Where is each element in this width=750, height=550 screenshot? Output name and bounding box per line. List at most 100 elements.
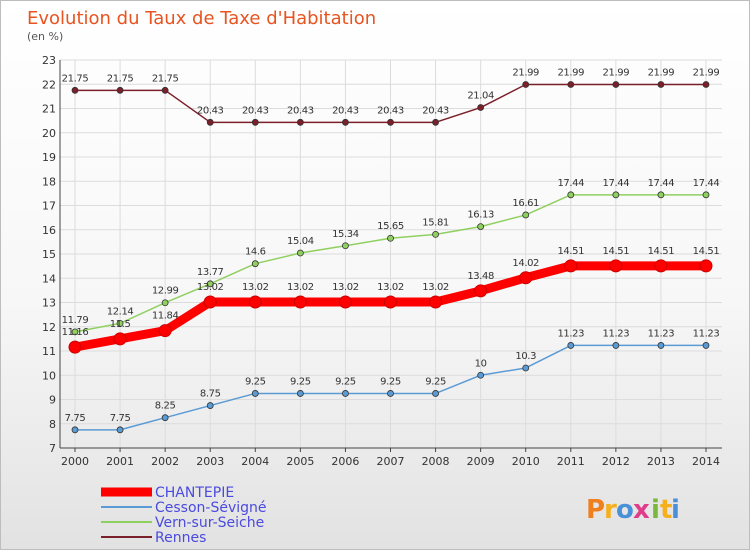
x-tick-label: 2008 bbox=[422, 455, 450, 468]
data-point bbox=[206, 118, 214, 126]
data-label: 13.48 bbox=[467, 271, 494, 282]
data-label: 13.02 bbox=[377, 282, 404, 293]
series-rennes: 21.75 21.75 21.75 20.43 20.43 20.43 20.43 20.43… bbox=[62, 67, 720, 126]
data-label: 21.04 bbox=[467, 91, 494, 102]
data-point bbox=[158, 324, 172, 338]
data-point bbox=[567, 191, 575, 199]
data-label: 11.5 bbox=[110, 319, 131, 330]
data-point bbox=[657, 342, 665, 349]
data-label: 21.99 bbox=[693, 67, 720, 78]
data-label: 20.43 bbox=[377, 105, 404, 116]
data-label: 9.25 bbox=[380, 376, 401, 387]
data-point bbox=[342, 242, 349, 250]
data-label: 7.75 bbox=[110, 413, 131, 424]
logo-letter: r bbox=[604, 495, 617, 525]
y-tick-label: 19 bbox=[42, 151, 56, 164]
data-point bbox=[116, 319, 124, 327]
data-label: 14.51 bbox=[693, 246, 720, 257]
data-point bbox=[474, 284, 488, 298]
data-point bbox=[71, 328, 79, 336]
data-point bbox=[203, 295, 217, 309]
data-label: 9.25 bbox=[245, 376, 266, 387]
data-label: 13.02 bbox=[197, 282, 224, 293]
data-label: 11.16 bbox=[62, 327, 89, 338]
x-tick-label: 2009 bbox=[467, 455, 495, 468]
y-tick-label: 12 bbox=[42, 321, 56, 334]
y-tick-label: 21 bbox=[42, 103, 56, 116]
data-point bbox=[477, 104, 485, 111]
data-point bbox=[342, 118, 349, 126]
data-point bbox=[296, 249, 304, 257]
data-label: 8.25 bbox=[155, 401, 176, 412]
x-tick-label: 2014 bbox=[692, 455, 720, 468]
data-label: 13.02 bbox=[422, 282, 449, 293]
x-tick-label: 2000 bbox=[61, 455, 89, 468]
logo-letter: i bbox=[671, 495, 680, 525]
y-tick-label: 17 bbox=[42, 200, 56, 213]
data-label: 17.44 bbox=[557, 178, 584, 189]
data-point bbox=[612, 191, 620, 199]
data-label: 15.34 bbox=[332, 229, 359, 240]
x-tick-label: 2003 bbox=[196, 455, 224, 468]
data-point bbox=[519, 271, 533, 285]
data-label: 21.75 bbox=[62, 73, 89, 84]
data-label: 11.23 bbox=[557, 328, 584, 339]
data-label: 11.23 bbox=[603, 328, 630, 339]
y-tick-label: 11 bbox=[42, 345, 56, 358]
data-label: 11.79 bbox=[62, 315, 89, 326]
data-point bbox=[71, 426, 79, 434]
series-vern-sur-seiche: 11.79 12.14 12.99 13.77 14.6 15.04 15.34 15.65 1… bbox=[62, 178, 720, 336]
data-label: 20.43 bbox=[422, 105, 449, 116]
legend: CHANTEPIECesson-SévignéVern-sur-SeicheRe… bbox=[101, 485, 267, 546]
data-label: 14.51 bbox=[603, 246, 630, 257]
data-label: 20.43 bbox=[197, 105, 224, 116]
data-label: 11.23 bbox=[648, 328, 675, 339]
data-point bbox=[71, 86, 79, 94]
x-tick-label: 2006 bbox=[331, 455, 359, 468]
data-label: 17.44 bbox=[648, 178, 675, 189]
x-tick-label: 2011 bbox=[557, 455, 585, 468]
data-point bbox=[161, 414, 169, 422]
data-point bbox=[432, 230, 439, 238]
y-tick-label: 14 bbox=[42, 272, 56, 285]
data-point bbox=[251, 260, 259, 268]
data-label: 20.43 bbox=[332, 105, 359, 116]
y-tick-label: 10 bbox=[42, 369, 56, 382]
data-label: 21.75 bbox=[152, 73, 179, 84]
logo-letter: x bbox=[633, 495, 650, 525]
data-point bbox=[477, 371, 485, 379]
data-label: 15.81 bbox=[422, 217, 449, 228]
axes: 7 8 9 10 11 12 13 14 15 16 17 18 19 20 21 22 23 2000 2001 2… bbox=[42, 54, 722, 468]
data-label: 15.04 bbox=[287, 236, 314, 247]
data-point bbox=[702, 81, 710, 88]
legend-label: Rennes bbox=[155, 530, 206, 546]
legend-label: CHANTEPIE bbox=[155, 485, 234, 501]
data-label: 14.51 bbox=[648, 246, 675, 257]
data-point bbox=[113, 332, 127, 346]
series-chantepie: 11.16 11.5 11.84 13.02 13.02 13.02 13.02 13.02 1… bbox=[62, 246, 720, 354]
logo-letter: P bbox=[586, 495, 605, 525]
data-point bbox=[702, 191, 710, 199]
data-label: 7.75 bbox=[65, 413, 86, 424]
data-point bbox=[387, 390, 394, 397]
data-point bbox=[206, 280, 214, 288]
data-point bbox=[248, 295, 262, 309]
y-tick-label: 7 bbox=[49, 442, 56, 455]
y-tick-label: 20 bbox=[42, 127, 56, 140]
data-label: 14.51 bbox=[557, 246, 584, 257]
y-tick-label: 9 bbox=[49, 394, 56, 407]
data-label: 21.75 bbox=[107, 73, 134, 84]
y-tick-label: 8 bbox=[49, 418, 56, 431]
data-point bbox=[522, 211, 530, 219]
data-point bbox=[432, 390, 439, 397]
data-point bbox=[609, 259, 623, 273]
data-label: 21.99 bbox=[557, 67, 584, 78]
y-tick-label: 18 bbox=[42, 175, 56, 188]
logo-letter: o bbox=[616, 495, 634, 525]
data-label: 21.99 bbox=[648, 67, 675, 78]
data-point bbox=[296, 390, 304, 397]
data-label: 9.25 bbox=[425, 376, 446, 387]
